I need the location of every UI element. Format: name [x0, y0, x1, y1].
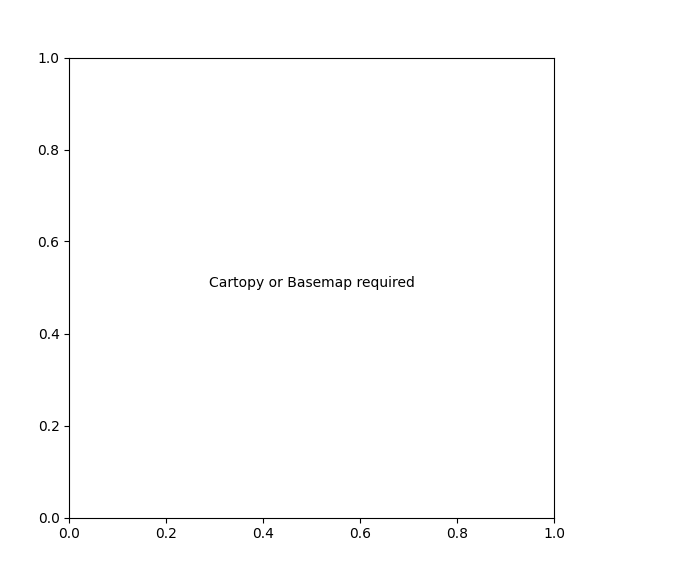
Text: Cartopy or Basemap required: Cartopy or Basemap required: [209, 277, 415, 290]
